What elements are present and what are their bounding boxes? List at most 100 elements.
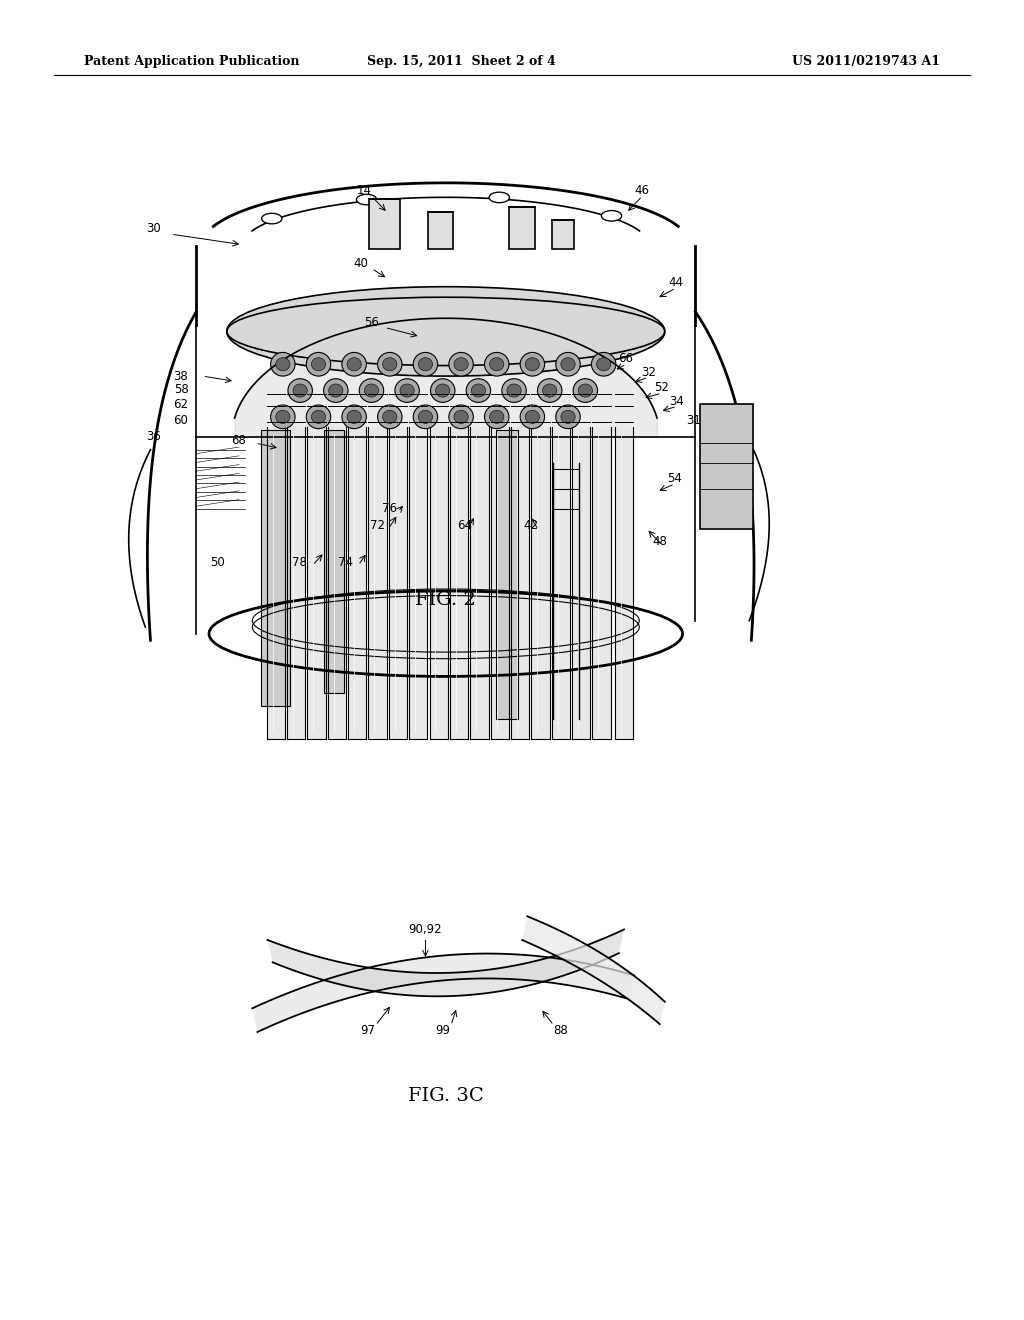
Ellipse shape	[538, 379, 562, 403]
Ellipse shape	[383, 411, 397, 424]
Ellipse shape	[378, 405, 402, 429]
Bar	[450, 428, 468, 739]
Text: 40: 40	[354, 256, 369, 269]
FancyBboxPatch shape	[552, 219, 574, 248]
Ellipse shape	[378, 352, 402, 376]
Ellipse shape	[293, 384, 307, 397]
Ellipse shape	[414, 352, 437, 376]
Ellipse shape	[365, 384, 379, 397]
Text: 76: 76	[382, 503, 397, 515]
Ellipse shape	[484, 352, 509, 376]
Ellipse shape	[275, 358, 290, 371]
Text: 72: 72	[370, 520, 385, 532]
Ellipse shape	[342, 352, 367, 376]
Text: 31: 31	[686, 414, 700, 428]
Ellipse shape	[502, 379, 526, 403]
Bar	[470, 428, 488, 739]
Text: 74: 74	[339, 556, 353, 569]
Ellipse shape	[347, 411, 361, 424]
Ellipse shape	[414, 405, 437, 429]
Ellipse shape	[489, 358, 504, 371]
Ellipse shape	[449, 405, 473, 429]
FancyBboxPatch shape	[370, 198, 400, 248]
Text: 36: 36	[146, 430, 161, 444]
Ellipse shape	[525, 411, 540, 424]
Bar	[328, 428, 346, 739]
Ellipse shape	[311, 411, 326, 424]
Ellipse shape	[275, 411, 290, 424]
Bar	[389, 428, 408, 739]
Text: 60: 60	[174, 414, 188, 428]
Bar	[348, 428, 367, 739]
Text: 56: 56	[364, 315, 379, 329]
Bar	[614, 428, 633, 739]
Text: Patent Application Publication: Patent Application Publication	[84, 55, 300, 69]
Text: 62: 62	[173, 399, 188, 412]
Ellipse shape	[356, 194, 377, 205]
Bar	[266, 428, 285, 739]
Ellipse shape	[311, 358, 326, 371]
Bar	[307, 428, 326, 739]
Ellipse shape	[227, 286, 665, 376]
Ellipse shape	[395, 379, 419, 403]
Text: 58: 58	[174, 383, 188, 396]
Bar	[531, 428, 550, 739]
Ellipse shape	[347, 358, 361, 371]
Bar	[429, 428, 447, 739]
Polygon shape	[267, 929, 624, 997]
Ellipse shape	[525, 358, 540, 371]
Text: 54: 54	[668, 473, 682, 486]
Text: 90,92: 90,92	[409, 923, 442, 936]
Text: 52: 52	[654, 381, 669, 395]
Bar	[369, 428, 387, 739]
Bar	[490, 428, 509, 739]
Ellipse shape	[556, 405, 581, 429]
Text: FIG. 2: FIG. 2	[416, 590, 476, 609]
Ellipse shape	[324, 379, 348, 403]
Ellipse shape	[489, 193, 510, 203]
Ellipse shape	[288, 379, 312, 403]
Ellipse shape	[430, 379, 455, 403]
Ellipse shape	[471, 384, 485, 397]
Bar	[552, 428, 570, 739]
Ellipse shape	[454, 411, 468, 424]
Ellipse shape	[489, 411, 504, 424]
Text: 97: 97	[359, 1024, 375, 1038]
Text: 50: 50	[210, 556, 225, 569]
Ellipse shape	[561, 358, 575, 371]
Ellipse shape	[561, 411, 575, 424]
Ellipse shape	[435, 384, 450, 397]
FancyBboxPatch shape	[509, 206, 536, 248]
Text: 68: 68	[231, 434, 247, 447]
Text: 42: 42	[524, 520, 539, 532]
Text: 88: 88	[554, 1024, 568, 1038]
Ellipse shape	[400, 384, 415, 397]
Bar	[593, 428, 610, 739]
Ellipse shape	[270, 405, 295, 429]
Ellipse shape	[466, 379, 490, 403]
Bar	[287, 428, 305, 739]
Polygon shape	[252, 953, 634, 1032]
Ellipse shape	[556, 352, 581, 376]
Ellipse shape	[520, 405, 545, 429]
Ellipse shape	[520, 352, 545, 376]
Text: Sep. 15, 2011  Sheet 2 of 4: Sep. 15, 2011 Sheet 2 of 4	[367, 55, 555, 69]
Ellipse shape	[270, 352, 295, 376]
Text: 99: 99	[435, 1024, 451, 1038]
Text: 38: 38	[174, 370, 188, 383]
Ellipse shape	[579, 384, 593, 397]
Ellipse shape	[306, 405, 331, 429]
Bar	[410, 428, 427, 739]
Bar	[324, 430, 344, 693]
Ellipse shape	[601, 211, 622, 220]
Ellipse shape	[592, 352, 615, 376]
Bar	[261, 430, 290, 706]
Ellipse shape	[454, 358, 468, 371]
Ellipse shape	[261, 214, 282, 224]
Ellipse shape	[507, 384, 521, 397]
Ellipse shape	[418, 411, 432, 424]
Ellipse shape	[306, 352, 331, 376]
Text: 64: 64	[457, 520, 472, 532]
Ellipse shape	[543, 384, 557, 397]
Ellipse shape	[573, 379, 598, 403]
